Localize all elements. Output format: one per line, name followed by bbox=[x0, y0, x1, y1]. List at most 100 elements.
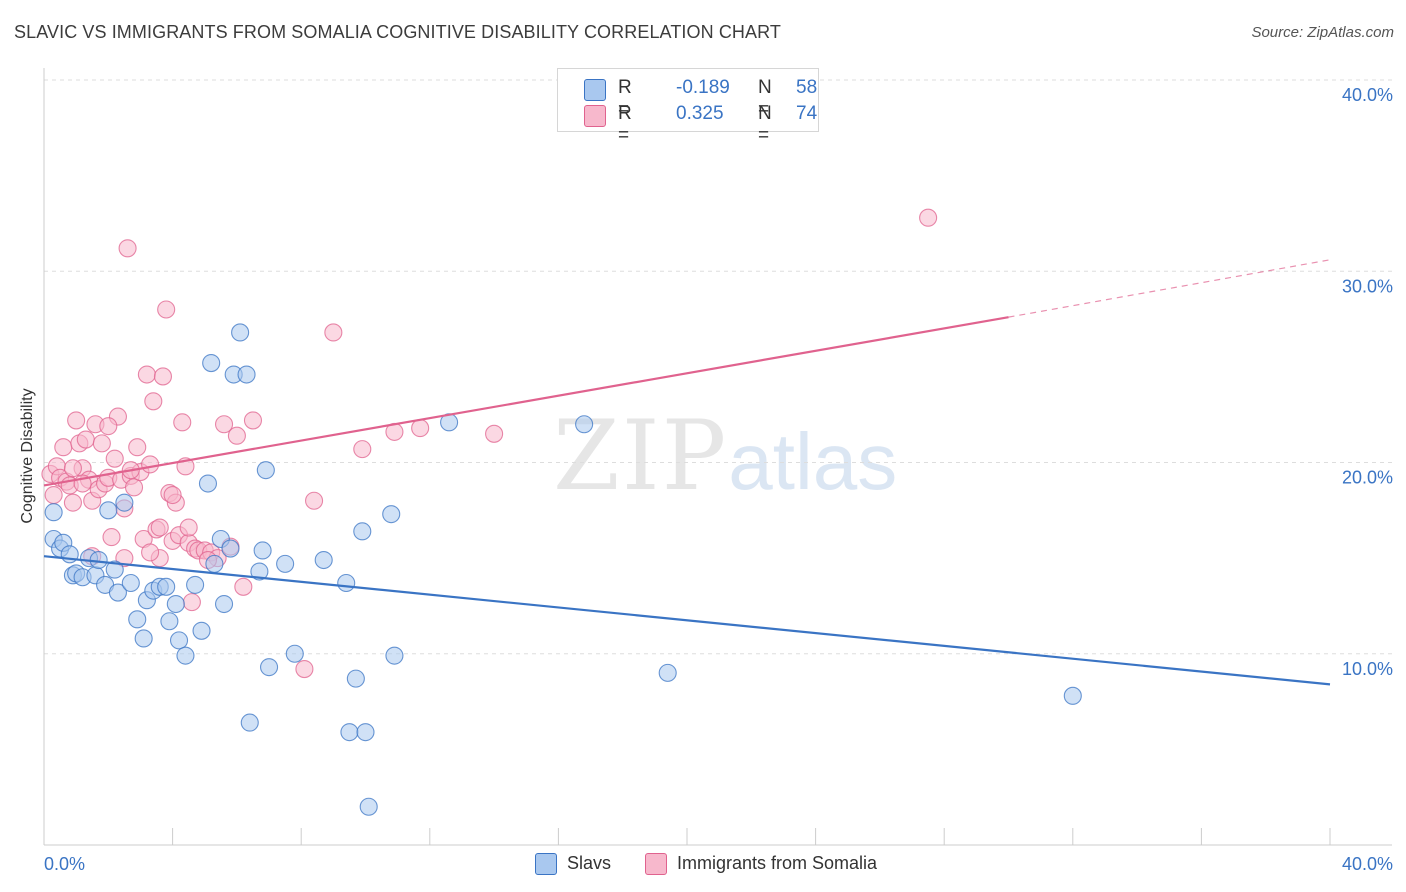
r-label: R = bbox=[618, 103, 632, 146]
slavs-point bbox=[337, 573, 356, 593]
n-label: N = bbox=[758, 103, 772, 146]
somalia-point bbox=[141, 455, 160, 474]
slavs-point bbox=[575, 415, 594, 434]
somalia-point bbox=[150, 518, 169, 537]
correlation-legend: R = -0.189 N = 58 R = 0.325 N = 74 bbox=[557, 68, 819, 146]
somalia-point bbox=[76, 430, 95, 449]
somalia-point bbox=[54, 438, 73, 457]
somalia-point bbox=[144, 392, 163, 411]
somalia-point bbox=[411, 419, 430, 438]
slavs-point bbox=[214, 594, 234, 614]
slavs-point bbox=[658, 663, 677, 682]
slavs-point bbox=[276, 554, 295, 573]
somalia-point bbox=[118, 239, 137, 258]
somalia-point bbox=[163, 485, 182, 505]
slavs-point bbox=[99, 501, 118, 520]
somalia-point bbox=[227, 426, 246, 445]
somalia-point bbox=[44, 485, 63, 505]
slavs-point bbox=[240, 713, 259, 732]
y-tick-label: 10.0% bbox=[1342, 659, 1393, 679]
somalia-point bbox=[124, 478, 144, 497]
slavs-point bbox=[115, 493, 134, 512]
n-value: 58 bbox=[796, 77, 818, 98]
x-tick-label: 40.0% bbox=[1342, 854, 1393, 874]
slavs-point bbox=[346, 669, 365, 688]
slavs-point bbox=[285, 644, 304, 663]
somalia-point bbox=[919, 208, 938, 227]
somalia-point bbox=[182, 593, 201, 612]
y-tick-label: 30.0% bbox=[1342, 276, 1393, 296]
legend-label: Immigrants from Somalia bbox=[677, 853, 878, 873]
slavs-point bbox=[1063, 686, 1082, 705]
y-tick-label: 40.0% bbox=[1342, 85, 1393, 105]
slavs-point bbox=[157, 577, 176, 596]
somalia-point bbox=[353, 440, 372, 459]
slavs-point bbox=[340, 723, 359, 742]
somalia-point bbox=[324, 323, 343, 342]
slavs-point bbox=[250, 562, 269, 581]
slavs-point bbox=[108, 583, 127, 602]
n-value: 74 bbox=[796, 103, 818, 124]
somalia-point bbox=[157, 300, 176, 319]
slavs-point bbox=[353, 522, 372, 541]
slavs-point bbox=[237, 365, 256, 384]
somalia-point bbox=[92, 434, 111, 453]
n-label: N = bbox=[758, 77, 772, 120]
somalia-trend-line-extension bbox=[1008, 259, 1331, 318]
x-tick-label: 0.0% bbox=[44, 854, 85, 874]
somalia-point bbox=[102, 528, 121, 547]
slavs-swatch bbox=[535, 853, 557, 875]
somalia-point bbox=[179, 518, 198, 537]
r-value: -0.189 bbox=[676, 77, 730, 98]
slavs-point bbox=[186, 575, 205, 594]
slavs-point bbox=[221, 539, 240, 558]
slavs-point bbox=[253, 541, 272, 560]
slavs-point bbox=[166, 594, 185, 614]
slavs-point bbox=[176, 646, 195, 665]
slavs-point bbox=[128, 610, 147, 629]
slavs-point bbox=[202, 353, 221, 373]
source-credit: Source: ZipAtlas.com bbox=[1251, 24, 1394, 41]
slavs-point bbox=[205, 554, 224, 573]
somalia-point bbox=[173, 413, 192, 432]
r-value: 0.325 bbox=[676, 103, 724, 124]
slavs-point bbox=[134, 629, 153, 648]
slavs-point bbox=[356, 723, 375, 742]
chart-title: SLAVIC VS IMMIGRANTS FROM SOMALIA COGNIT… bbox=[14, 22, 781, 42]
legend-label: Slavs bbox=[567, 853, 612, 873]
somalia-point bbox=[243, 411, 263, 430]
somalia-point bbox=[63, 459, 82, 478]
somalia-point bbox=[153, 367, 173, 386]
somalia-swatch bbox=[645, 853, 667, 875]
somalia-swatch bbox=[584, 105, 606, 127]
somalia-point bbox=[67, 411, 86, 430]
slavs-point bbox=[198, 474, 218, 493]
somalia-point bbox=[295, 659, 314, 679]
somalia-point bbox=[214, 415, 234, 434]
somalia-point bbox=[99, 417, 118, 436]
somalia-point bbox=[141, 543, 160, 562]
slavs-point bbox=[259, 658, 279, 677]
somalia-point bbox=[305, 491, 324, 510]
slavs-point bbox=[105, 560, 124, 579]
somalia-point bbox=[128, 438, 147, 457]
slavs-point bbox=[231, 323, 250, 342]
slavs-point bbox=[385, 646, 404, 665]
slavs-point bbox=[314, 550, 333, 570]
slavs-point bbox=[121, 573, 140, 593]
slavs-trend-line bbox=[43, 555, 1331, 686]
somalia-point bbox=[137, 365, 156, 384]
slavs-swatch bbox=[584, 79, 606, 101]
slavs-point bbox=[160, 612, 179, 631]
somalia-point bbox=[234, 577, 253, 596]
watermark: ZIPatlas bbox=[553, 400, 897, 512]
r-label: R = bbox=[618, 77, 632, 120]
somalia-point bbox=[105, 449, 124, 468]
slavs-point bbox=[382, 505, 401, 524]
somalia-trend-line bbox=[43, 316, 1009, 487]
somalia-point bbox=[63, 493, 82, 512]
slavs-point bbox=[169, 631, 189, 650]
slavs-point bbox=[256, 461, 275, 480]
somalia-point bbox=[485, 424, 504, 443]
